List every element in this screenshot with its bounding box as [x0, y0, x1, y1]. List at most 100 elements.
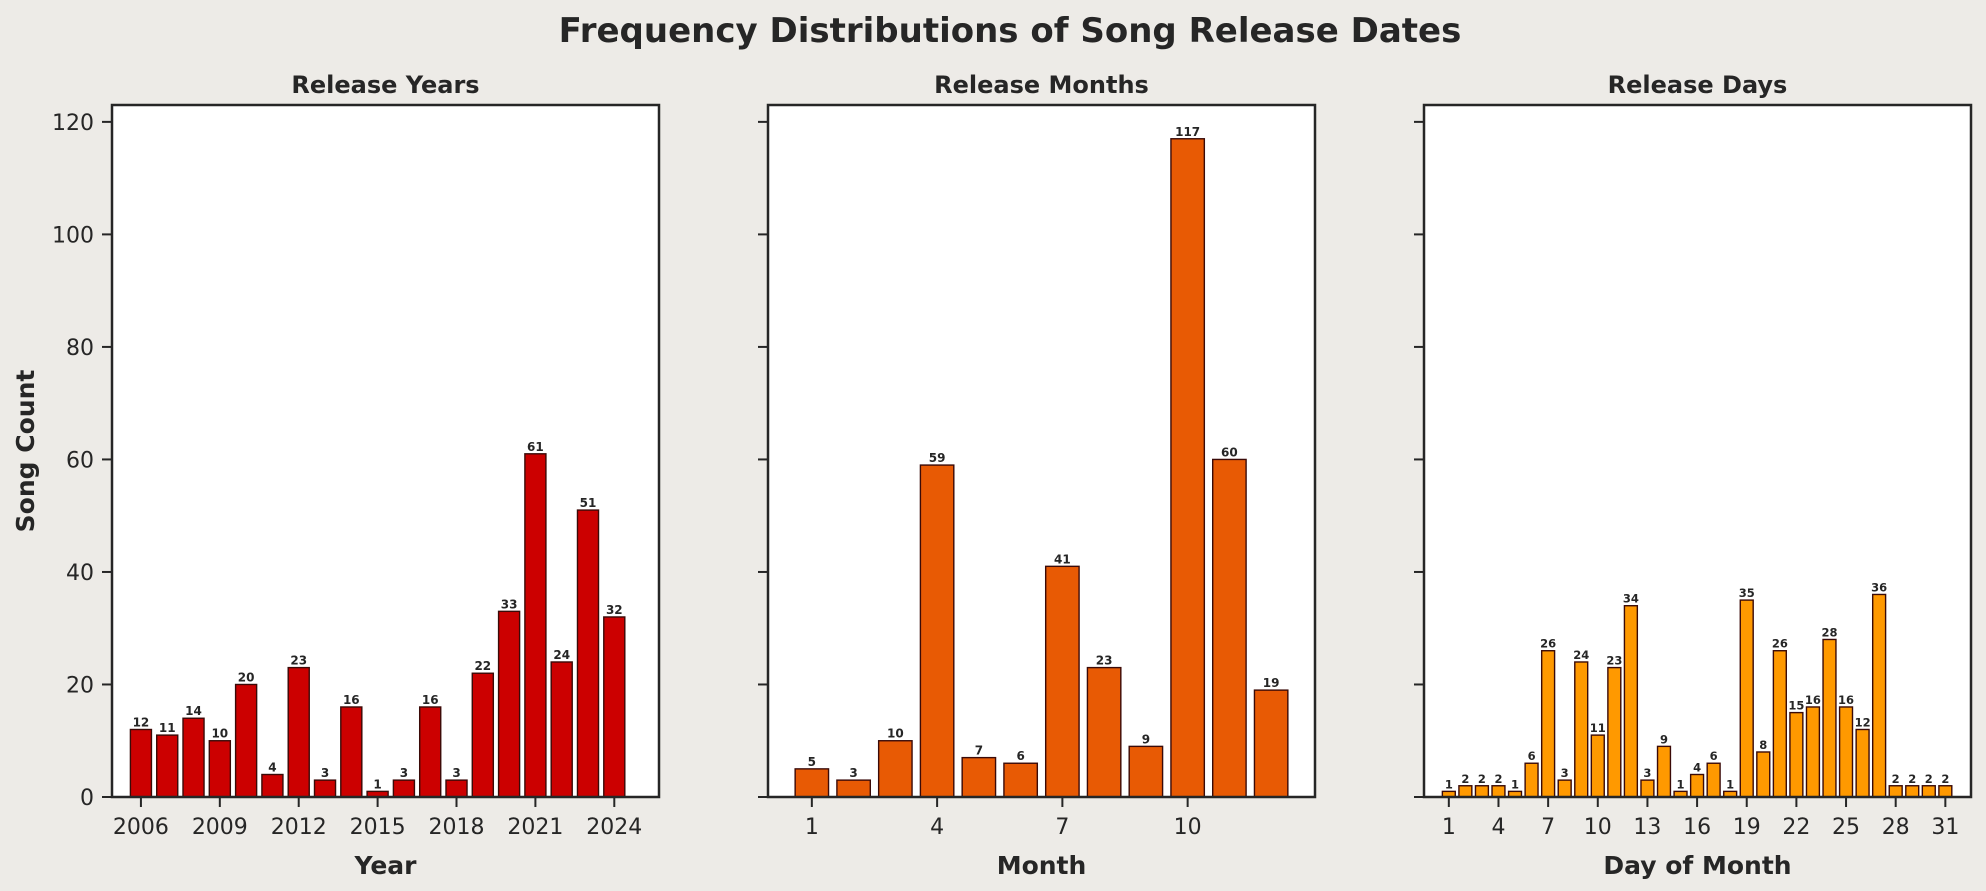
release-days-bar-value-label: 26 [1540, 637, 1556, 651]
release-years-bar [418, 706, 442, 798]
subplots: 12 11141020423316131632233612451320204060… [11, 71, 1973, 880]
release-days-bar-value-label: 35 [1739, 586, 1755, 600]
release-years-bar [313, 779, 337, 798]
release-months-x-tick-label: 1 [805, 815, 819, 840]
release-months-bar [1211, 458, 1247, 798]
release-days-x-tick-label: 13 [1633, 815, 1661, 840]
release-years-panel: 12 11 14 10 20 4 23 3 16 1 3 16 3 22 33 61 24 51 32 0 20 40 60… [11, 71, 661, 880]
release-days-bar [1871, 593, 1887, 798]
release-days-bar [1772, 650, 1787, 798]
release-months-bar-value-label: 6 [1016, 749, 1024, 763]
release-days-bar [1656, 745, 1672, 798]
release-years-bar [182, 717, 205, 798]
release-months-bar [1086, 666, 1122, 798]
release-days-bar-value-label: 16 [1838, 693, 1854, 707]
release-days-bar-value-label: 26 [1772, 637, 1788, 651]
release-days-bar-value-label: 6 [1528, 749, 1536, 763]
release-years-y-tick-label: 20 [66, 673, 94, 698]
figure-title: Frequency Distributions of Song Release … [559, 11, 1462, 51]
release-days-bar-value-label: 2 [1461, 772, 1469, 786]
release-days-bar-value-label: 28 [1821, 625, 1837, 639]
release-years-x-tick-label: 2015 [350, 815, 406, 840]
release-days-x-tick-label: 28 [1882, 815, 1910, 840]
release-days-x-tick-label: 16 [1683, 815, 1711, 840]
release-months-bar [836, 779, 872, 798]
release-years-y-tick-label: 80 [66, 336, 94, 361]
release-years-y-tick-label: 120 [52, 111, 94, 136]
release-years-bar-value-label: 16 [422, 693, 439, 707]
release-years-bar-value-label: 23 [290, 654, 307, 668]
release-days-bar-value-label: 3 [1561, 766, 1569, 780]
release-months-bar [1170, 138, 1206, 798]
release-days-x-tick-label: 22 [1782, 815, 1810, 840]
release-days-bar [1706, 762, 1721, 798]
release-years-bar [603, 616, 626, 798]
release-days-x-tick-label: 1 [1442, 815, 1456, 840]
release-days-bar-value-label: 1 [1445, 777, 1453, 791]
release-years-bar-value-label: 51 [580, 496, 597, 510]
release-days-bar [1888, 785, 1903, 798]
release-days-bar-value-label: 12 [1855, 715, 1871, 729]
release-years-frame [110, 103, 661, 799]
release-years-x-tick-label: 2009 [192, 815, 248, 840]
release-years-bar-value-label: 32 [606, 603, 623, 617]
release-days-x-tick-label: 7 [1541, 815, 1555, 840]
release-days-bar [1474, 785, 1490, 798]
release-years-bar [550, 661, 573, 798]
release-days-bar-value-label: 4 [1693, 761, 1701, 775]
release-months-bar [1253, 689, 1289, 798]
release-years-x-tick-label: 2018 [429, 815, 485, 840]
release-days-bar [1689, 773, 1705, 798]
release-months-bar-value-label: 59 [929, 451, 946, 465]
release-days-bar-value-label: 34 [1623, 592, 1639, 606]
release-days-x-tick-label: 31 [1931, 815, 1959, 840]
release-years-y-tick-label: 40 [66, 561, 94, 586]
release-years-title: Release Years [291, 71, 479, 99]
release-months-x-tick-label: 4 [930, 815, 944, 840]
release-months-bar [794, 768, 830, 798]
release-months-x-axis-label: Month [997, 851, 1087, 880]
release-months-bar [919, 464, 955, 798]
release-days-bar [1921, 785, 1936, 798]
release-years-x-tick-label: 2024 [586, 815, 642, 840]
release-days-plot-area [1424, 105, 1971, 797]
release-months-title: Release Months [934, 71, 1149, 99]
release-months-x-tick-label: 7 [1055, 815, 1069, 840]
release-days-bar [1607, 666, 1622, 798]
release-years-x-tick-label: 2012 [271, 815, 327, 840]
release-months-bar [1128, 745, 1164, 798]
release-days-bar-value-label: 3 [1643, 766, 1651, 780]
release-years-bar-value-label: 3 [400, 766, 408, 780]
release-years-y-axis-label: Song Count [11, 370, 40, 533]
release-days-bar-value-label: 24 [1573, 648, 1589, 662]
release-days-x-tick-label: 10 [1584, 815, 1612, 840]
release-years-bar-value-label: 61 [527, 440, 544, 454]
release-days-x-tick-label: 19 [1733, 815, 1761, 840]
release-days-bar-value-label: 23 [1606, 654, 1622, 668]
release-years-bar-value-label: 11 [159, 721, 176, 735]
release-days-bar-value-label: 2 [1908, 772, 1916, 786]
release-days-bar-value-label: 2 [1925, 772, 1933, 786]
release-days-title: Release Days [1608, 71, 1788, 99]
release-years-bar-value-label: 22 [474, 659, 491, 673]
release-years-bar-value-label: 12 [133, 715, 150, 729]
release-days-bar-value-label: 8 [1759, 738, 1767, 752]
release-years-bar-value-label: 3 [321, 766, 329, 780]
release-months-bar-value-label: 3 [849, 766, 857, 780]
release-months-bar-value-label: 10 [887, 727, 904, 741]
release-months-bar-value-label: 117 [1175, 125, 1200, 139]
release-years-bar-value-label: 24 [553, 648, 570, 662]
release-years-bar [576, 509, 600, 798]
release-years-bar [471, 672, 495, 798]
release-years-bar-value-label: 4 [268, 761, 276, 775]
release-years-bar [340, 706, 363, 798]
release-years-bar [497, 610, 521, 798]
release-days-bar [1458, 785, 1473, 798]
release-days-bar [1540, 650, 1556, 798]
release-days-bar [1623, 605, 1639, 798]
release-days-x-axis-label: Day of Month [1603, 851, 1791, 880]
release-years-y-tick-label: 60 [66, 448, 94, 473]
release-months-bar [877, 740, 913, 798]
release-days-x-tick-label: 4 [1491, 815, 1505, 840]
release-days-bar-value-label: 15 [1788, 699, 1804, 713]
